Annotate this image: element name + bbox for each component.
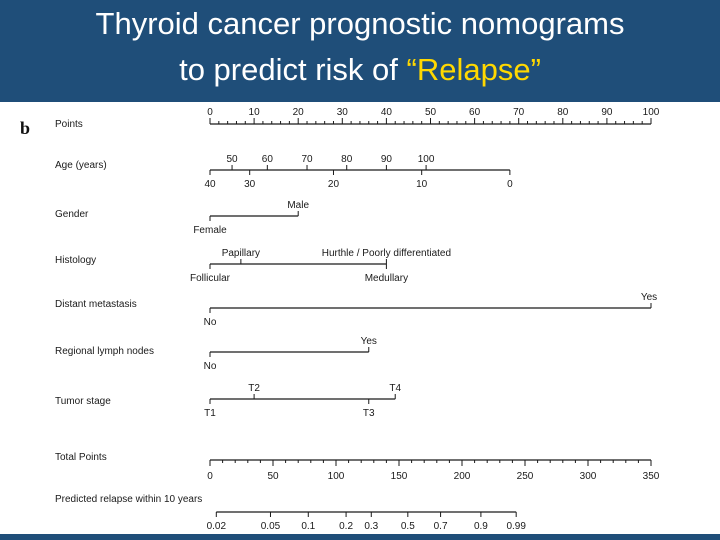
scale-label-gender: Gender [55, 209, 89, 220]
scale-tick-label-tumor-stage: T1 [204, 408, 216, 419]
scale-label-distant-metastasis: Distant metastasis [55, 299, 137, 310]
total-points-tick-label: 100 [328, 471, 345, 482]
scale-label-predicted-relapse-within-10-years: Predicted relapse within 10 years [55, 494, 202, 505]
total-points-tick-label: 50 [267, 471, 279, 482]
scale-tick-label-histology: Hurthle / Poorly differentiated [322, 248, 451, 259]
scale-tick-label-age-years: 10 [416, 179, 428, 190]
points-tick-label: 0 [207, 107, 213, 118]
scale-tick-label-age-years: 50 [226, 154, 238, 165]
points-tick-label: 10 [249, 107, 261, 118]
relapse-tick-label: 0.7 [434, 521, 448, 532]
scale-label-age-years: Age (years) [55, 160, 107, 171]
page-title-line2: to predict risk of “Relapse” [0, 50, 720, 90]
bottom-bar [0, 534, 720, 540]
title-highlight: “Relapse” [406, 52, 541, 87]
points-tick-label: 30 [337, 107, 349, 118]
relapse-tick-label: 0.2 [339, 521, 353, 532]
scale-label-points: Points [55, 119, 83, 130]
relapse-tick-label: 0.5 [401, 521, 415, 532]
total-points-tick-label: 200 [454, 471, 471, 482]
scale-tick-label-histology: Follicular [190, 273, 231, 284]
title-prefix: to predict risk of [179, 52, 407, 87]
scale-tick-label-gender: Female [193, 225, 227, 236]
scale-tick-label-age-years: 80 [341, 154, 353, 165]
relapse-tick-label: 0.02 [207, 521, 227, 532]
scale-tick-label-tumor-stage: T2 [248, 383, 260, 394]
scale-tick-label-tumor-stage: T3 [363, 408, 375, 419]
scale-tick-label-age-years: 40 [204, 179, 216, 190]
points-tick-label: 90 [601, 107, 613, 118]
relapse-tick-label: 0.3 [364, 521, 378, 532]
page-title-line1: Thyroid cancer prognostic nomograms [95, 6, 625, 41]
scale-tick-label-regional-lymph-nodes: No [204, 361, 217, 372]
points-tick-label: 80 [557, 107, 569, 118]
scale-tick-label-age-years: 20 [328, 179, 340, 190]
total-points-tick-label: 250 [517, 471, 534, 482]
scale-label-regional-lymph-nodes: Regional lymph nodes [55, 346, 154, 357]
total-points-tick-label: 300 [580, 471, 597, 482]
total-points-tick-label: 150 [391, 471, 408, 482]
points-tick-label: 100 [643, 107, 660, 118]
points-tick-label: 50 [425, 107, 437, 118]
total-points-tick-label: 0 [207, 471, 213, 482]
relapse-tick-label: 0.99 [506, 521, 526, 532]
points-tick-label: 40 [381, 107, 393, 118]
scale-tick-label-regional-lymph-nodes: Yes [361, 336, 377, 347]
scale-tick-label-histology: Papillary [222, 248, 260, 259]
relapse-tick-label: 0.1 [301, 521, 315, 532]
scale-tick-label-age-years: 60 [262, 154, 274, 165]
scale-tick-label-distant-metastasis: Yes [641, 292, 657, 303]
scale-tick-label-age-years: 70 [301, 154, 313, 165]
relapse-tick-label: 0.05 [261, 521, 281, 532]
total-points-tick-label: 350 [643, 471, 660, 482]
relapse-tick-label: 0.9 [474, 521, 488, 532]
scale-label-tumor-stage: Tumor stage [55, 396, 111, 407]
scale-tick-label-age-years: 100 [418, 154, 435, 165]
scale-tick-label-tumor-stage: T4 [389, 383, 401, 394]
scale-tick-label-age-years: 0 [507, 179, 513, 190]
scale-label-total-points: Total Points [55, 452, 107, 463]
title-banner: Thyroid cancer prognostic nomograms to p… [0, 0, 720, 102]
scale-label-histology: Histology [55, 255, 96, 266]
scale-tick-label-gender: Male [287, 200, 309, 211]
scale-tick-label-histology: Medullary [365, 273, 408, 284]
panel-letter: b [20, 118, 31, 138]
scale-tick-label-age-years: 30 [244, 179, 256, 190]
scale-tick-label-distant-metastasis: No [204, 317, 217, 328]
scale-tick-label-age-years: 90 [381, 154, 393, 165]
points-tick-label: 70 [513, 107, 525, 118]
points-tick-label: 20 [293, 107, 305, 118]
points-tick-label: 60 [469, 107, 481, 118]
